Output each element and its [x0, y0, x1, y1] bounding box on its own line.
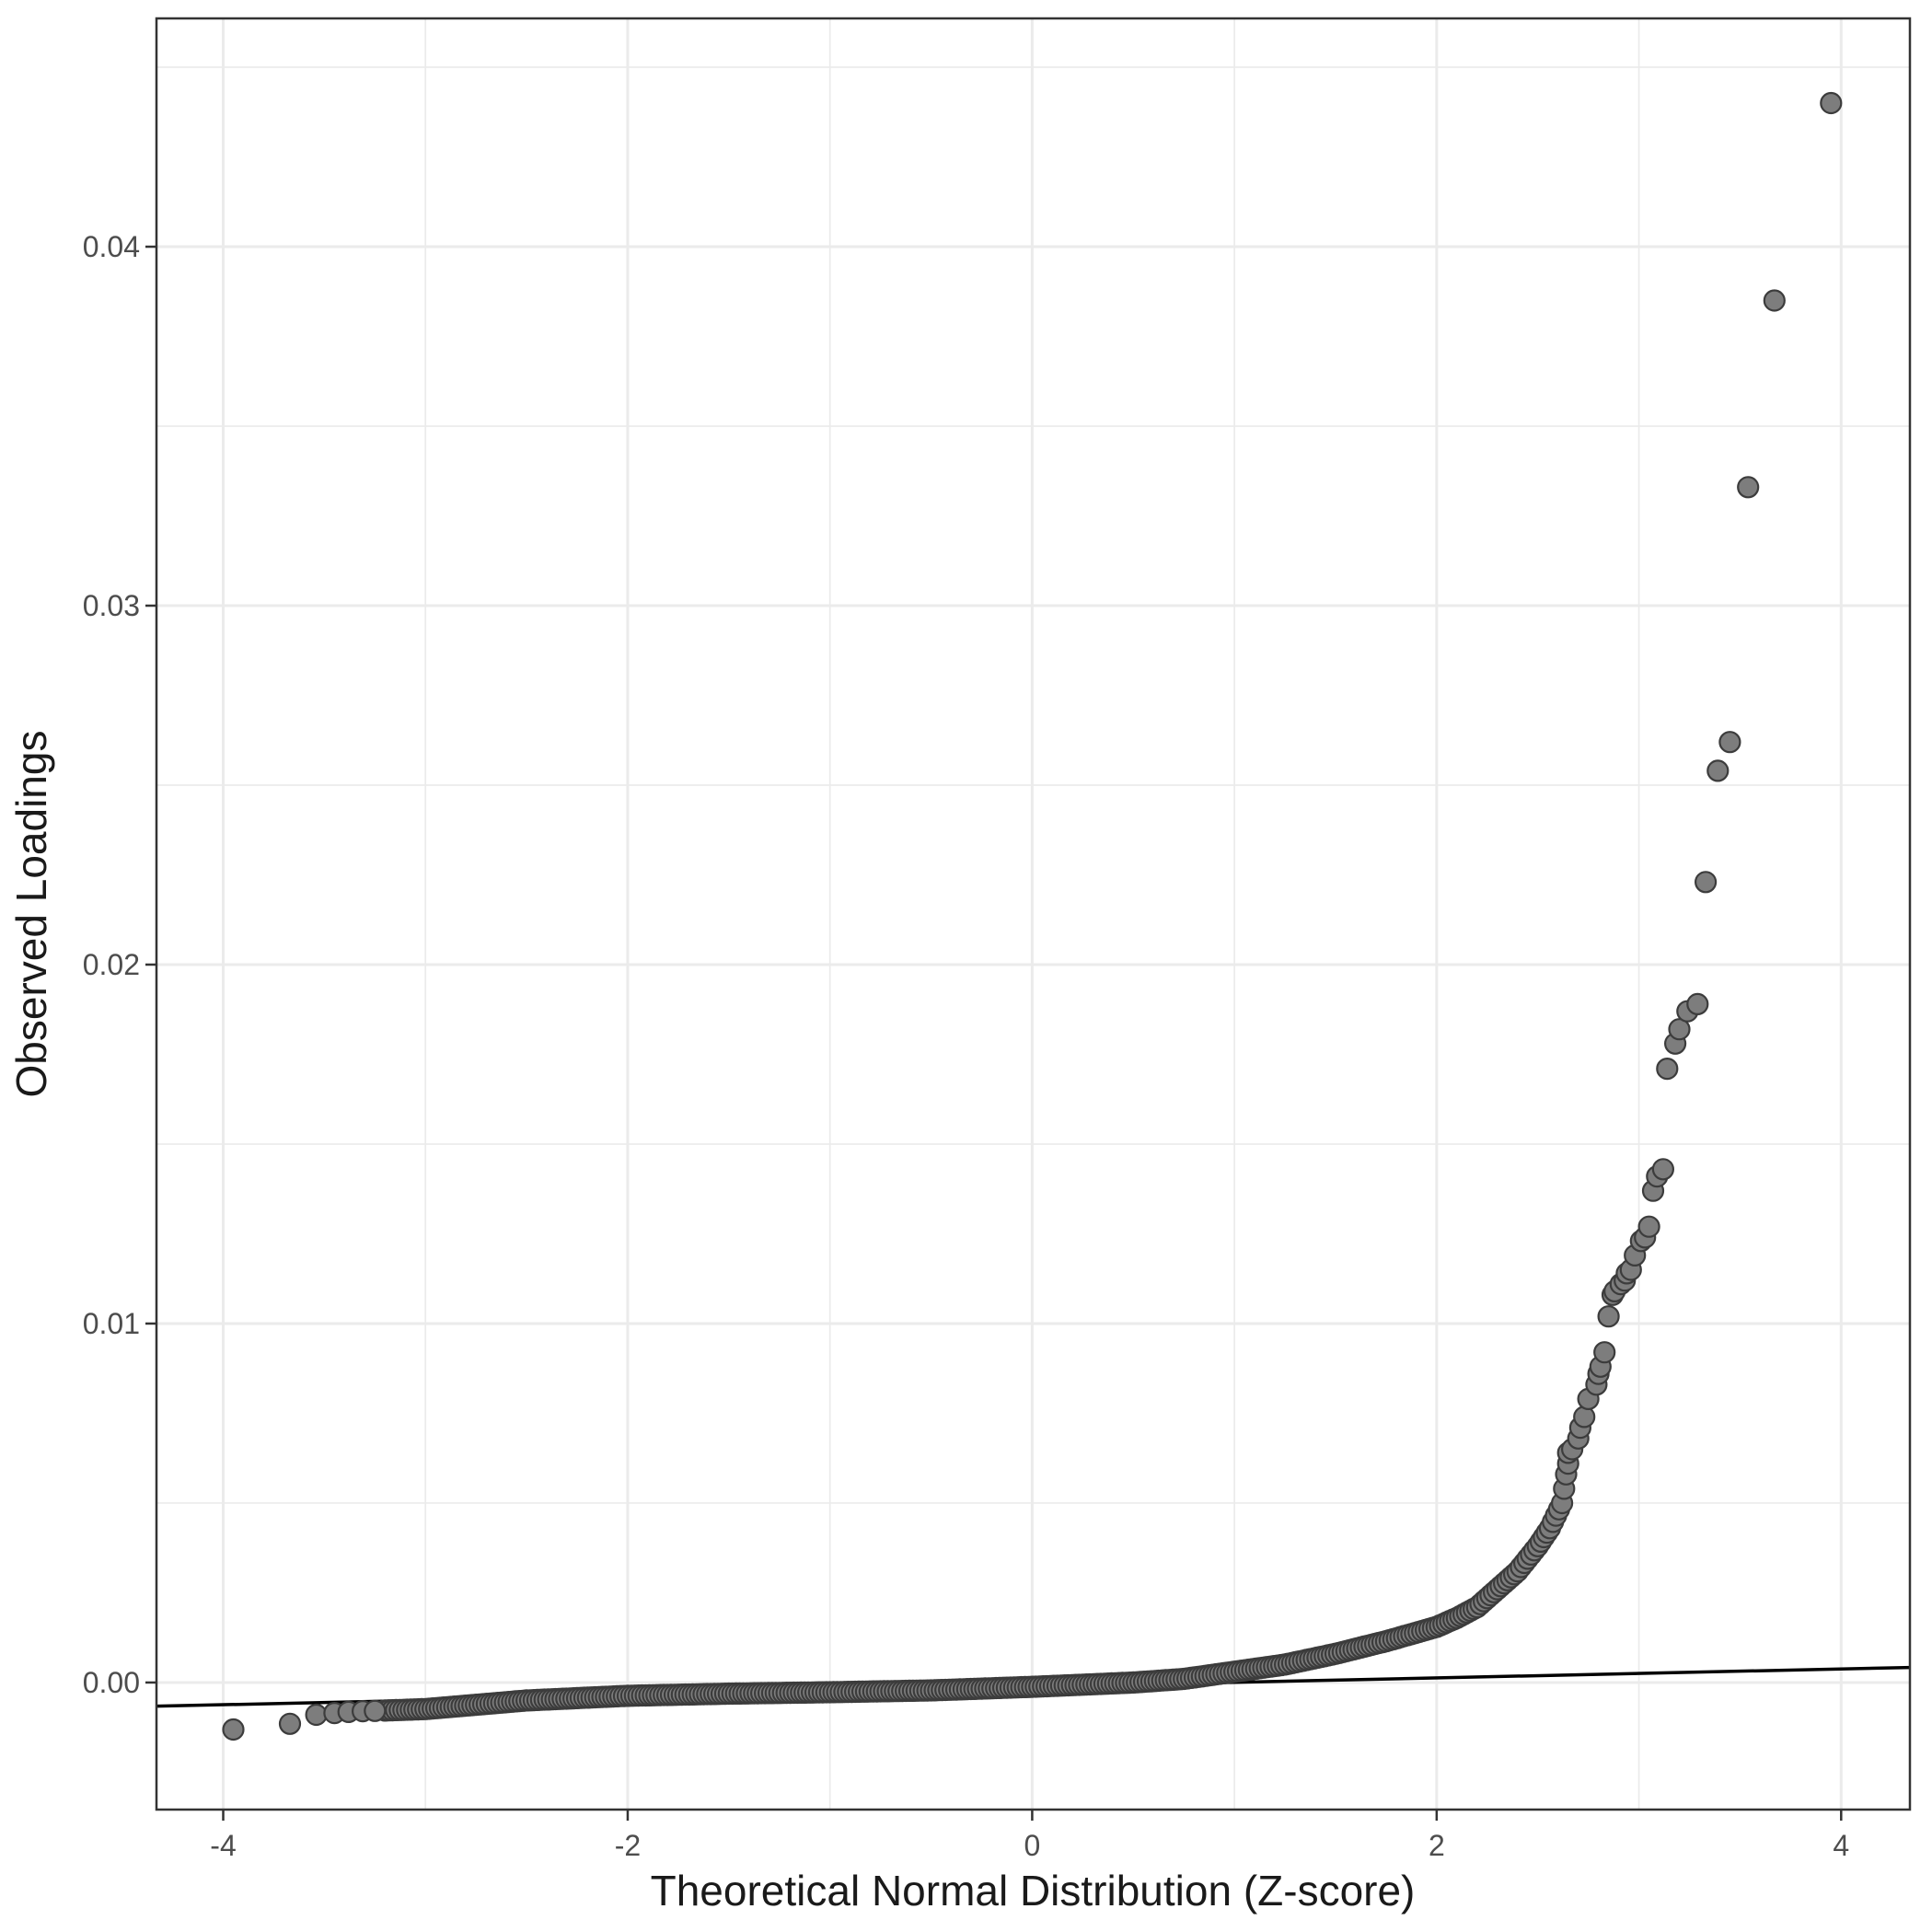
- data-point: [1718, 731, 1741, 754]
- x-tick-label: -2: [615, 1829, 641, 1862]
- y-tick-label: 0.00: [83, 1666, 140, 1699]
- y-axis-title: Observed Loadings: [7, 731, 55, 1098]
- y-tick-label: 0.03: [83, 589, 140, 622]
- axis-ticks-layer: [145, 245, 1843, 1821]
- data-point: [1820, 91, 1843, 115]
- data-point: [278, 1712, 302, 1735]
- data-point: [1573, 1406, 1596, 1429]
- data-point: [1597, 1305, 1620, 1328]
- x-tick-label: 0: [1024, 1829, 1041, 1862]
- tick-labels-layer: -4 -2 0 2 4 0.00 0.01 0.02 0.03 0.04: [83, 230, 1849, 1862]
- data-point: [1651, 1158, 1675, 1181]
- y-tick-label: 0.04: [83, 230, 140, 263]
- data-points-layer: [222, 91, 1843, 1741]
- grid-major-layer: [156, 18, 1910, 1810]
- data-point: [364, 1699, 387, 1722]
- data-point: [1737, 476, 1760, 499]
- x-axis-title: Theoretical Normal Distribution (Z-score…: [651, 1867, 1416, 1915]
- x-tick-label: 4: [1833, 1829, 1849, 1862]
- data-point: [1637, 1215, 1660, 1238]
- data-point: [222, 1718, 245, 1741]
- data-point: [1656, 1057, 1679, 1081]
- data-point: [1593, 1341, 1616, 1364]
- x-tick-label: 2: [1429, 1829, 1445, 1862]
- data-point: [1763, 289, 1786, 312]
- x-tick-label: -4: [210, 1829, 236, 1862]
- y-tick-label: 0.01: [83, 1307, 140, 1340]
- y-tick-label: 0.02: [83, 948, 140, 981]
- data-point: [1686, 992, 1709, 1016]
- data-point: [1706, 759, 1730, 782]
- data-point: [1694, 871, 1718, 894]
- data-point: [305, 1703, 328, 1727]
- data-point: [1668, 1018, 1691, 1041]
